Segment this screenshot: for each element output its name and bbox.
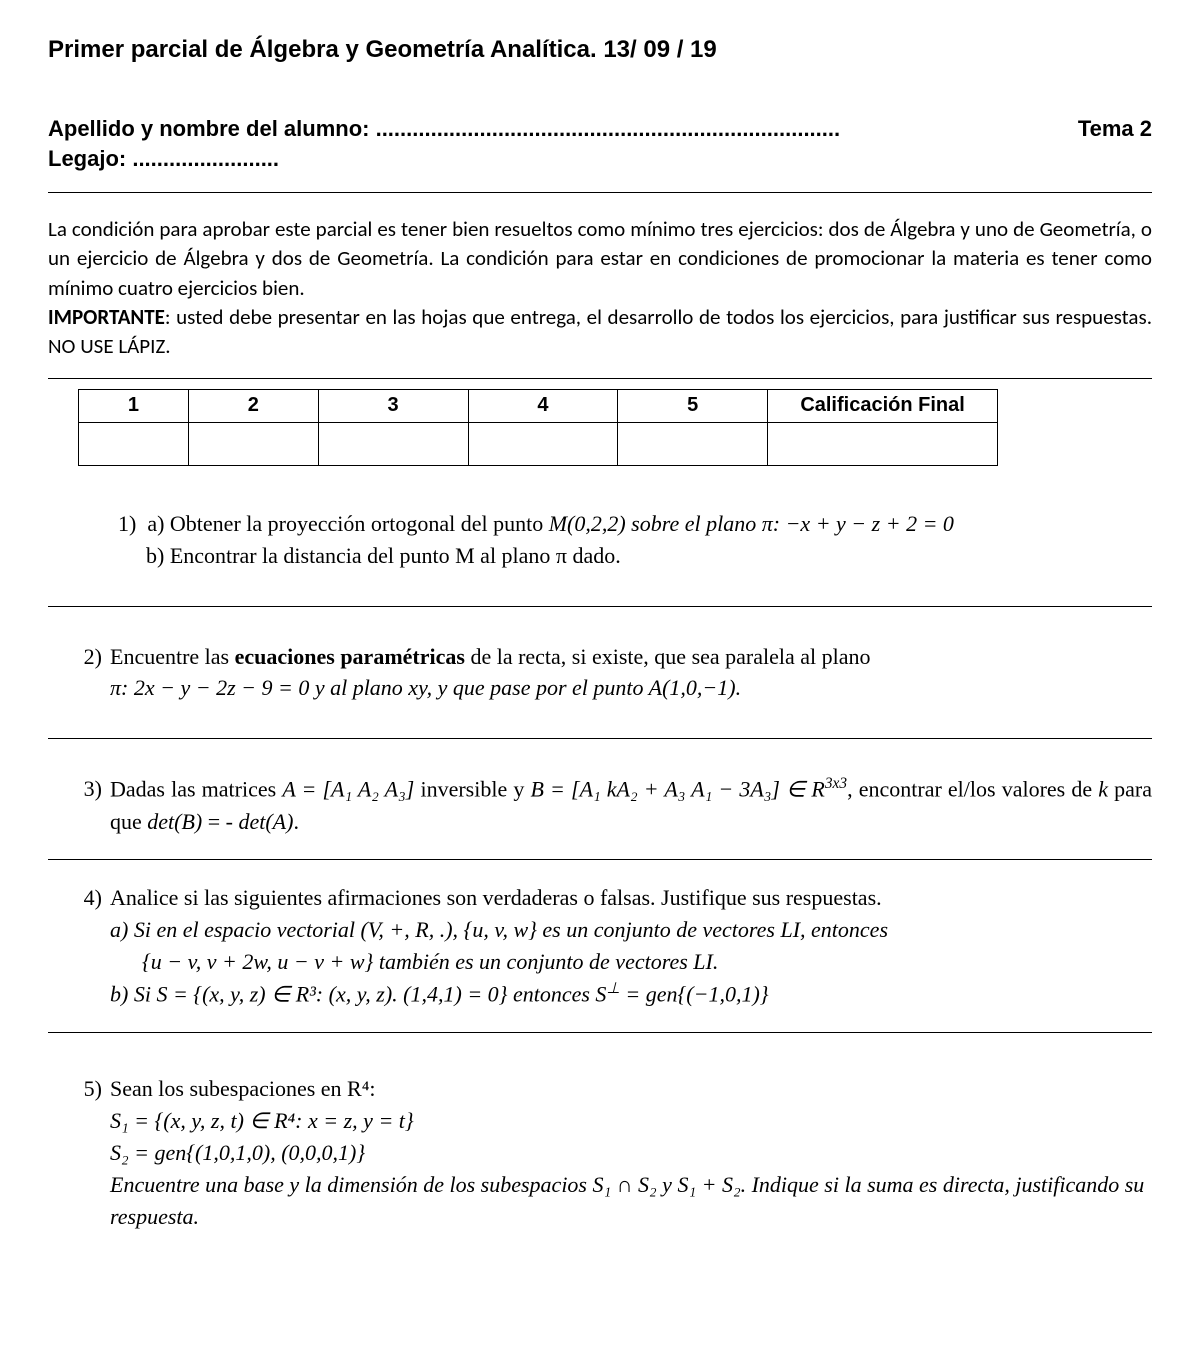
grades-header-cell: 2: [188, 389, 318, 422]
ex2-l1-post: de la recta, si existe, que sea paralela…: [465, 644, 871, 669]
ex4-a-l2: {u − v, v + 2w, u − v + w} también es un…: [110, 949, 718, 974]
ex3-B: B = [A₁ kA₂ + A₃ A₁ − 3A₃] ∈ R: [530, 777, 824, 802]
ex5-num: 5): [48, 1073, 110, 1232]
grades-header-cell: 5: [618, 389, 768, 422]
ex2-l1-bold: ecuaciones paramétricas: [235, 644, 465, 669]
tema-label: Tema 2: [1078, 114, 1152, 144]
ex4-head: Analice si las siguientes afirmaciones s…: [110, 885, 882, 910]
ex2-l1-pre: Encuentre las: [110, 644, 235, 669]
exercise-3: 3) Dadas las matrices A = [A₁ A₂ A₃] inv…: [48, 773, 1152, 837]
ex4-b-pre: b) Si S = {(x, y, z) ∈ R³: (x, y, z). (1…: [110, 981, 606, 1006]
ex2-num: 2): [48, 641, 110, 705]
ex5-s2: S₂ = gen{(1,0,1,0), (0,0,0,1)}: [110, 1140, 365, 1165]
instructions: La condición para aprobar este parcial e…: [48, 215, 1152, 362]
ex1-a-math: M(0,2,2) sobre el plano π: −x + y − z + …: [549, 511, 954, 536]
ex4-b-perp: ⊥: [606, 980, 619, 997]
ex5-head: Sean los subespaciones en R⁴:: [110, 1076, 376, 1101]
ex3-detB: det(B): [147, 809, 202, 834]
ex3-num: 3): [48, 773, 110, 837]
ex3-k: k: [1098, 777, 1108, 802]
grades-empty-cell: [79, 422, 189, 465]
ex1-b: b) Encontrar la distancia del punto M al…: [118, 543, 621, 568]
grades-header-cell: 3: [318, 389, 468, 422]
student-block: Apellido y nombre del alumno: ..........…: [48, 114, 1152, 173]
important-label: IMPORTANTE: [48, 304, 165, 330]
grades-header-cell: 1: [79, 389, 189, 422]
ex1-num: 1): [118, 511, 136, 536]
exam-page: Primer parcial de Álgebra y Geometría An…: [0, 0, 1200, 1293]
exercise-4: 4) Analice si las siguientes afirmacione…: [48, 882, 1152, 1010]
student-name-label: Apellido y nombre del alumno: ..........…: [48, 114, 840, 144]
grades-empty-cell: [188, 422, 318, 465]
ex3-l2-pre: encontrar el/los valores de: [859, 777, 1099, 802]
grades-header-cell: Calificación Final: [768, 389, 998, 422]
grades-header-cell: 4: [468, 389, 618, 422]
divider: [48, 192, 1152, 193]
ex5-s1: S₁ = {(x, y, z, t) ∈ R⁴: x = z, y = t}: [110, 1108, 414, 1133]
grades-empty-cell: [468, 422, 618, 465]
ex2-l2: π: 2x − y − 2z − 9 = 0 y al plano xy, y …: [110, 675, 741, 700]
exercise-5: 5) Sean los subespaciones en R⁴: S₁ = {(…: [48, 1073, 1152, 1232]
divider: [48, 606, 1152, 607]
ex3-pre: Dadas las matrices: [110, 777, 282, 802]
exercise-1: 1) a) Obtener la proyección ortogonal de…: [48, 508, 1152, 572]
instructions-p2: : usted debe presentar en las hojas que …: [48, 304, 1152, 359]
ex3-A: A = [A₁ A₂ A₃]: [282, 777, 414, 802]
ex3-post1: ,: [847, 777, 853, 802]
divider: [48, 859, 1152, 860]
ex3-l2-eq: = -: [202, 809, 238, 834]
ex3-Bexp: 3x3: [825, 775, 847, 792]
ex3-l2-end: .: [293, 809, 299, 834]
divider: [48, 1032, 1152, 1033]
ex4-a-l1: a) Si en el espacio vectorial (V, +, R, …: [110, 917, 888, 942]
grades-empty-cell: [618, 422, 768, 465]
grades-empty-cell: [768, 422, 998, 465]
ex1-a-pre: a) Obtener la proyección ortogonal del p…: [147, 511, 548, 536]
ex4-num: 4): [48, 882, 110, 1010]
ex3-detA: det(A): [238, 809, 293, 834]
divider: [48, 738, 1152, 739]
instructions-p1: La condición para aprobar este parcial e…: [48, 216, 1152, 301]
ex3-mid1: inversible y: [414, 777, 530, 802]
legajo-label: Legajo: ........................: [48, 144, 1152, 174]
ex5-tail: Encuentre una base y la dimensión de los…: [110, 1172, 1144, 1229]
divider: [48, 378, 1152, 379]
exercise-2: 2) Encuentre las ecuaciones paramétricas…: [48, 641, 1152, 705]
ex4-b-post: = gen{(−1,0,1)}: [620, 981, 769, 1006]
grades-empty-cell: [318, 422, 468, 465]
page-title: Primer parcial de Álgebra y Geometría An…: [48, 34, 1152, 66]
grades-table: 12345Calificación Final: [78, 389, 998, 466]
